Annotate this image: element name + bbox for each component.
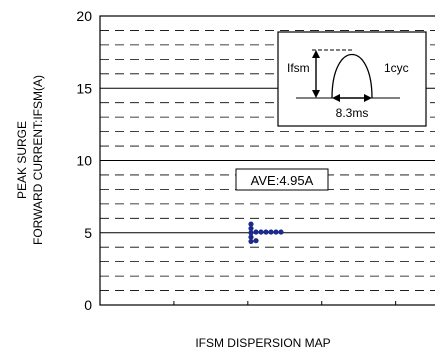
data-point [248,238,254,245]
time-arrow-right-icon [364,94,372,102]
ifsm-arrow-up-icon [312,50,320,58]
data-point [248,234,254,240]
data-point [263,229,269,235]
y-tick-label: 10 [76,153,92,169]
data-point [268,229,274,235]
y-tick-labels: 0 5 10 15 20 [76,8,92,313]
y-tick-label: 20 [76,8,92,24]
y-tick-label: 0 [84,297,92,313]
half-sine-pulse [331,54,373,99]
inset-ifsm-label: Ifsm [287,61,310,75]
inset-frame [277,31,427,127]
inset-time-label: 8.3ms [336,106,369,120]
x-axis-label: IFSM DISPERSION MAP [195,336,330,350]
average-label: AVE:4.95A [251,173,314,188]
data-point [248,225,254,232]
time-arrow-left-icon [332,94,340,102]
data-point [248,221,254,227]
average-box [235,168,329,191]
inset-cycle-label: 1cyc [384,61,409,75]
ifsm-arrow-down-icon [312,90,320,98]
y-tick-label: 15 [76,80,92,96]
plot-frame [99,15,435,306]
x-tick-marks [173,301,397,305]
surge-waveform-inset: Ifsm 1cyc 8.3ms [277,31,427,127]
data-point [258,229,264,235]
data-point [253,238,259,244]
data-point [273,229,279,235]
y-axis-label-line1: PEAK SURGE [15,121,29,199]
data-points [248,221,284,245]
average-annotation: AVE:4.95A [235,168,329,191]
data-point [253,229,259,235]
data-point [248,230,254,236]
y-tick-label: 5 [84,225,92,241]
data-point [278,229,284,235]
y-axis-label-line2: FORWARD CURRENT:IFSM(A) [31,75,45,245]
